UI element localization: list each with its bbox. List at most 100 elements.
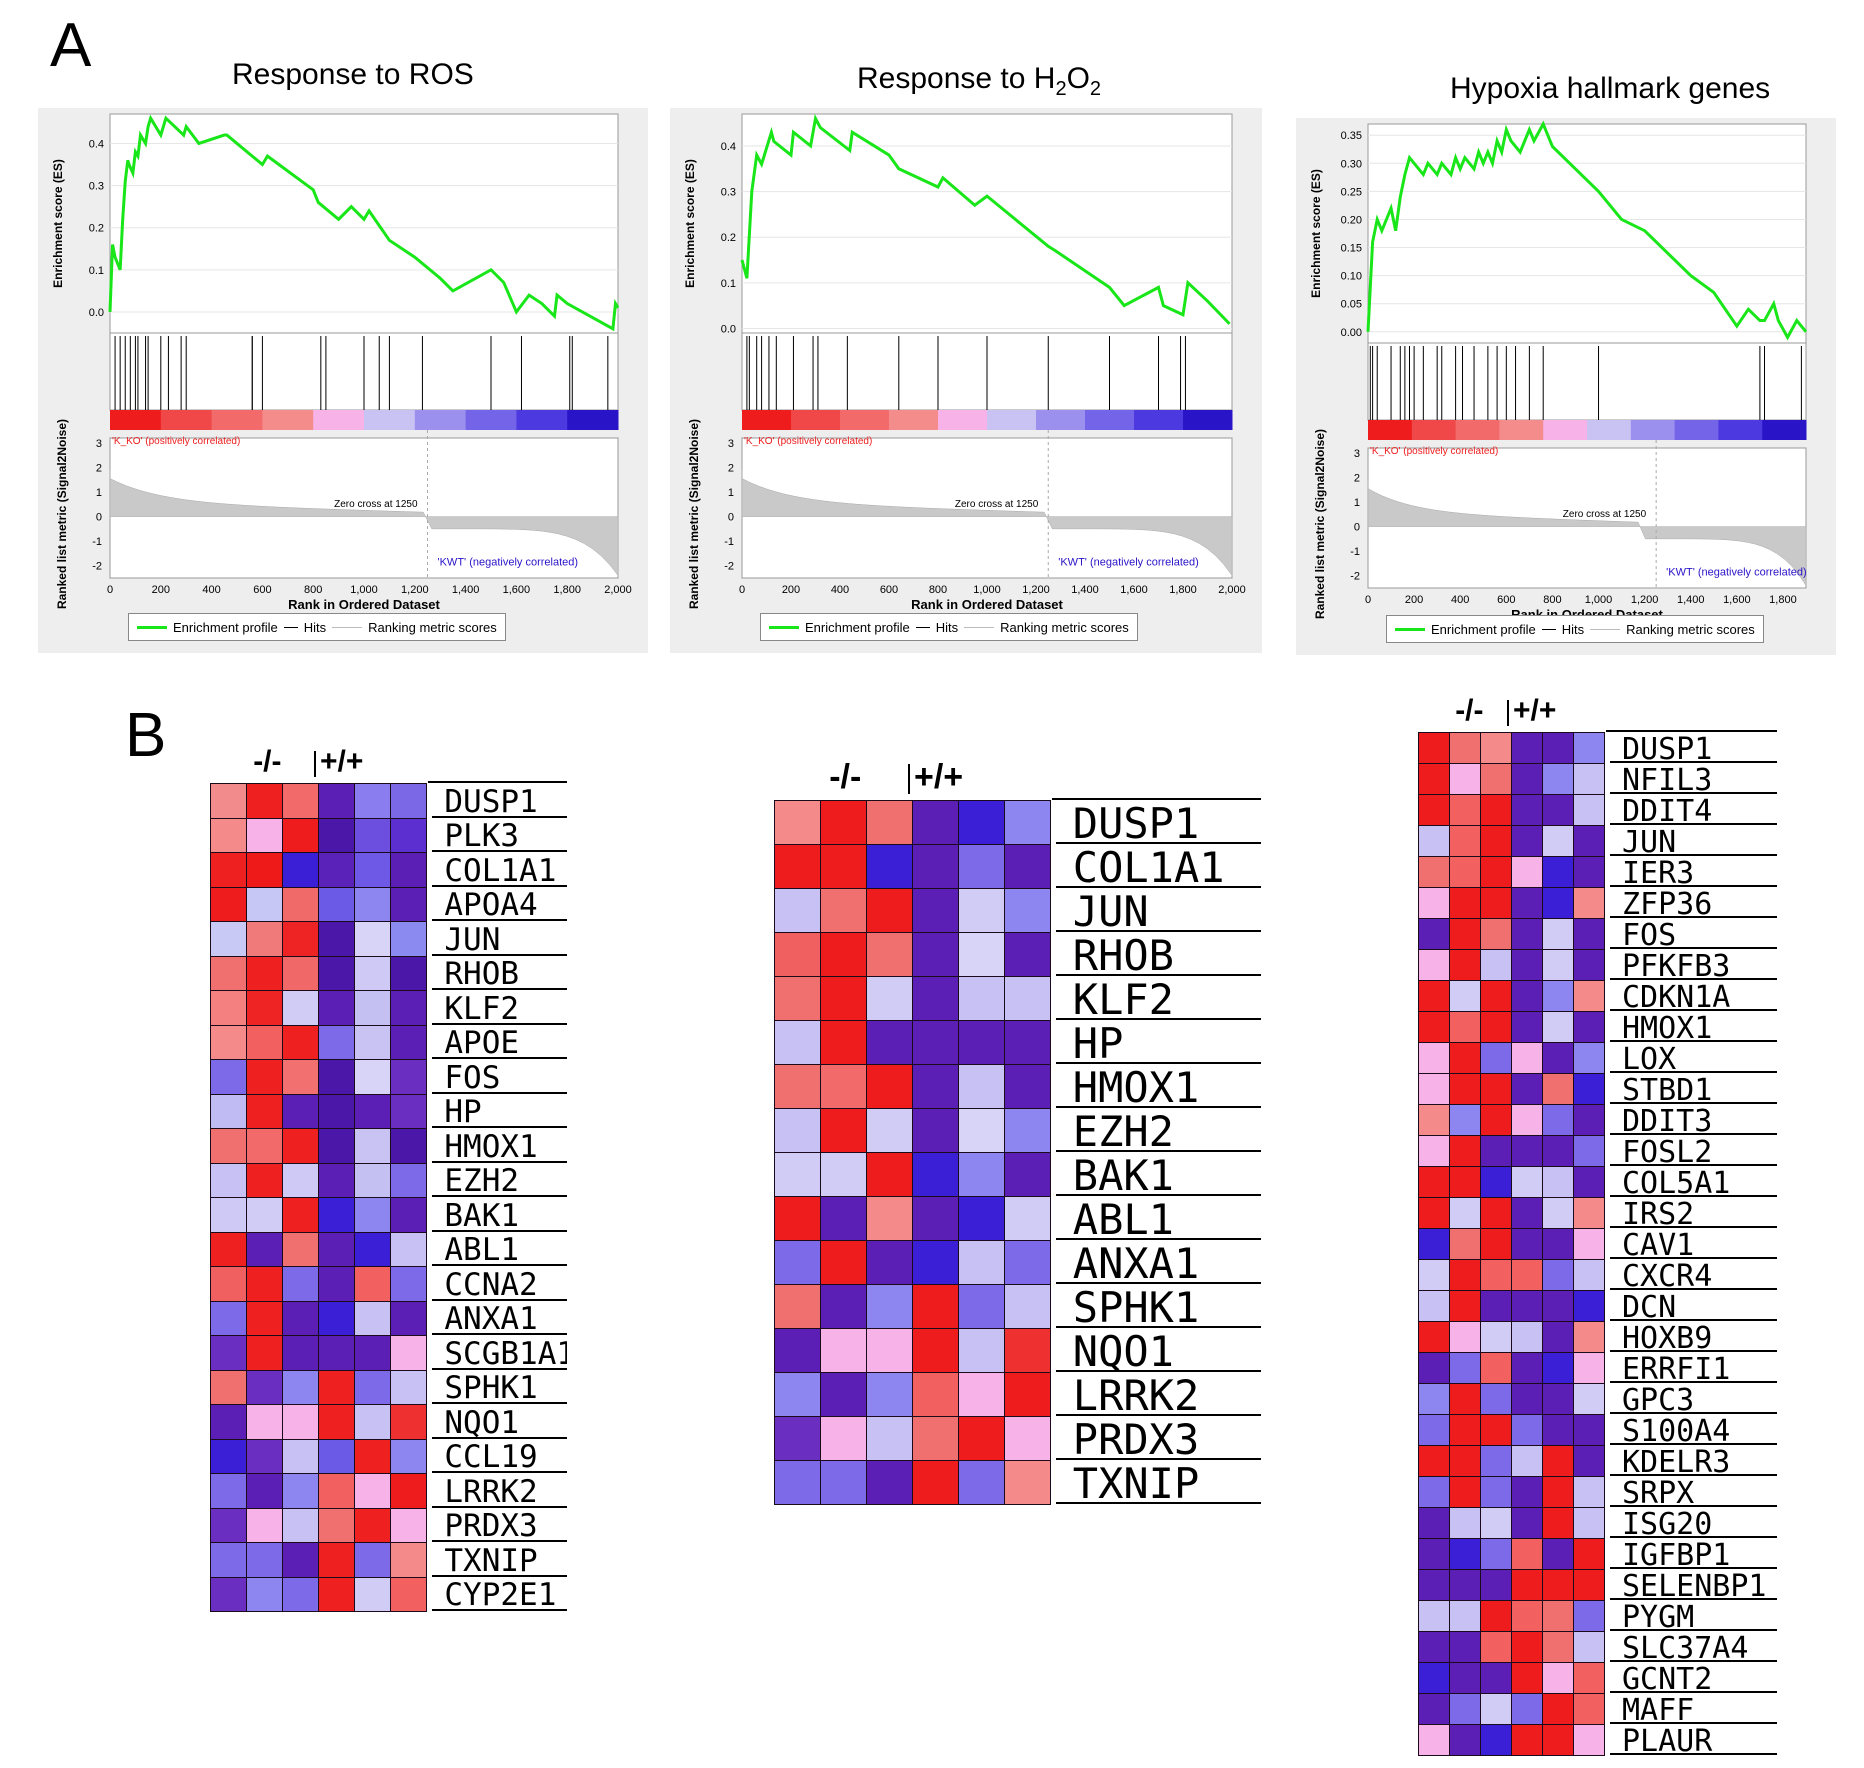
heatmap-cell [1004, 1240, 1051, 1285]
heatmap-gene-label: SCGB1A1 [432, 1335, 567, 1370]
heatmap-cell [1480, 1631, 1512, 1663]
heatmap-cell [318, 1507, 355, 1543]
rank-color-segment [160, 410, 213, 430]
heatmap-cell [1480, 887, 1512, 919]
heatmap-cell [1480, 1290, 1512, 1322]
heatmap-cell [1542, 980, 1574, 1012]
heatmap-cell [1480, 1259, 1512, 1291]
es-ytick-label: 0.3 [89, 181, 104, 193]
heatmap-cell [958, 1372, 1005, 1417]
heatmap-cell [282, 955, 319, 991]
heatmap-cell [820, 1064, 867, 1109]
rank-ytick-label: 2 [728, 462, 734, 474]
xtick-label: 1,200 [1631, 594, 1659, 606]
heatmap-cell [1573, 1538, 1605, 1570]
es-ytick-label: 0.0 [89, 307, 104, 319]
xtick-label: 400 [1451, 594, 1469, 606]
heatmap-cell [958, 1284, 1005, 1329]
heatmap-cell [1480, 1321, 1512, 1353]
heatmap-cell [390, 1059, 427, 1095]
heatmap-cell [1480, 1724, 1512, 1756]
heatmap-cell [1418, 1600, 1450, 1632]
heatmap-cell [282, 1231, 319, 1267]
gsea-panel-h2o2: 0.0 0.1 0.2 0.3 0.4 'K_KO' (positively correl… [670, 108, 1262, 653]
es-y-axis-label: Enrichment score (ES) [683, 159, 697, 288]
xtick-label: 1,400 [1677, 594, 1705, 606]
es-ytick-label: 0.20 [1341, 214, 1362, 226]
heatmap-cell [866, 1372, 913, 1417]
heatmap-cell [390, 1300, 427, 1336]
heatmap-cell [1449, 1507, 1481, 1539]
heatmap-cell [246, 1507, 283, 1543]
heatmap-cell [1542, 1042, 1574, 1074]
heatmap-cell [912, 1328, 959, 1373]
heatmap-cell [246, 1369, 283, 1405]
heatmap-cell [1480, 918, 1512, 950]
heatmap-cell [820, 1284, 867, 1329]
heatmap-cell [912, 932, 959, 977]
heatmap-cell [912, 1416, 959, 1461]
heatmap-cell [1511, 1662, 1543, 1694]
heatmap-cell [1573, 1383, 1605, 1415]
rank-ytick-label: -1 [92, 536, 102, 548]
heatmap-cell [1542, 887, 1574, 919]
heatmap-cell [1542, 1197, 1574, 1229]
heatmap-cell [1449, 887, 1481, 919]
heatmap-cell [1573, 949, 1605, 981]
heatmap-cell [1449, 1445, 1481, 1477]
heatmap-gene-label: FOSL2 [1610, 1135, 1777, 1166]
heatmap-cell [1449, 732, 1481, 764]
rank-color-segment [1085, 410, 1135, 430]
heatmap-gene-label: NFIL3 [1610, 763, 1777, 794]
heatmap-cell [1418, 1073, 1450, 1105]
rank-color-segment [1036, 410, 1086, 430]
heatmap-cell [1418, 856, 1450, 888]
heatmap-cell [1449, 1290, 1481, 1322]
heatmap-cell [1418, 887, 1450, 919]
heatmap-cell [1449, 1383, 1481, 1415]
heatmap-cell [1573, 1507, 1605, 1539]
heatmap-gene-label: LRRK2 [1056, 1372, 1261, 1416]
heatmap-cell [866, 1240, 913, 1285]
heatmap-gene-label: ERRFI1 [1610, 1352, 1777, 1383]
heatmap-cell [1418, 1538, 1450, 1570]
heatmap-cell [1511, 1693, 1543, 1725]
xtick-label: 0 [739, 584, 745, 596]
heatmap-gene-label: CCL19 [432, 1439, 567, 1473]
heatmap-cell [774, 800, 821, 845]
heatmap-header-separator [314, 751, 316, 777]
heatmap-cell [1004, 844, 1051, 889]
heatmap-cell [246, 1542, 283, 1578]
gsea-title-ros: Response to ROS [232, 58, 474, 91]
heatmap-cell [318, 1162, 355, 1198]
heatmap-cell [1511, 1073, 1543, 1105]
rank-color-segment [414, 410, 467, 430]
heatmap-cell [1004, 1020, 1051, 1065]
heatmap-cell [1449, 1197, 1481, 1229]
rank-color-segment [1718, 420, 1763, 440]
heatmap-cell [866, 1196, 913, 1241]
heatmap-cell [912, 1284, 959, 1329]
heatmap-header-wt: +/+ [320, 745, 364, 778]
heatmap-cell [1542, 1290, 1574, 1322]
heatmap-cell [282, 1128, 319, 1164]
heatmap-gene-label: TXNIP [1056, 1460, 1261, 1504]
es-ytick-label: 0.35 [1341, 130, 1362, 142]
rank-ytick-label: 3 [96, 438, 102, 450]
heatmap-cell [1480, 980, 1512, 1012]
heatmap-cell [1511, 1600, 1543, 1632]
heatmap-cell [1480, 1662, 1512, 1694]
heatmap-cell [912, 1372, 959, 1417]
heatmap-cell [866, 844, 913, 889]
heatmap-cell [866, 888, 913, 933]
heatmap-cell [1542, 1414, 1574, 1446]
heatmap-cell [282, 1335, 319, 1371]
heatmap-cell [958, 888, 1005, 933]
rank-color-segment [840, 410, 890, 430]
heatmap-cell [354, 1335, 391, 1371]
gsea-title-hypoxia: Hypoxia hallmark genes [1450, 72, 1771, 105]
heatmap-cell [774, 1328, 821, 1373]
rank-color-segment [364, 410, 416, 430]
heatmap-cell [1573, 1259, 1605, 1291]
heatmap-cell [1573, 763, 1605, 795]
